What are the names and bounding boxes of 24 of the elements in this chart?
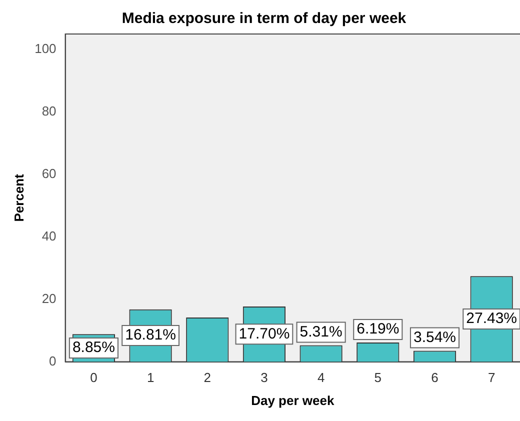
data-label: 27.43%	[466, 310, 518, 328]
y-tick-label: 20	[42, 290, 56, 306]
data-label: 3.54%	[413, 328, 456, 346]
data-label: 6.19%	[356, 320, 400, 338]
x-tick-label: 2	[204, 370, 212, 386]
data-label: 17.70%	[238, 325, 290, 342]
y-tick-label: 100	[34, 41, 56, 56]
x-tick-label: 4	[317, 370, 325, 386]
chart-title: Media exposure in term of day per week	[122, 10, 407, 28]
x-tick-label: 1	[146, 370, 154, 386]
y-tick-label: 80	[42, 104, 56, 119]
x-tick-label: 3	[260, 370, 268, 386]
x-tick-label: 6	[431, 370, 438, 386]
data-label: 16.81%	[125, 326, 176, 344]
x-tick-label: 0	[90, 370, 98, 386]
x-tick-label: 7	[488, 370, 496, 386]
y-tick-label: 60	[42, 166, 56, 182]
data-label: 8.85%	[72, 339, 115, 356]
y-tick-label: 40	[42, 228, 56, 244]
x-tick-label: 5	[374, 370, 382, 386]
x-axis-title: Day per week	[251, 392, 335, 408]
y-axis-title: Percent	[11, 173, 26, 222]
y-tick-label: 0	[49, 353, 56, 368]
data-label: 5.31%	[300, 323, 342, 340]
